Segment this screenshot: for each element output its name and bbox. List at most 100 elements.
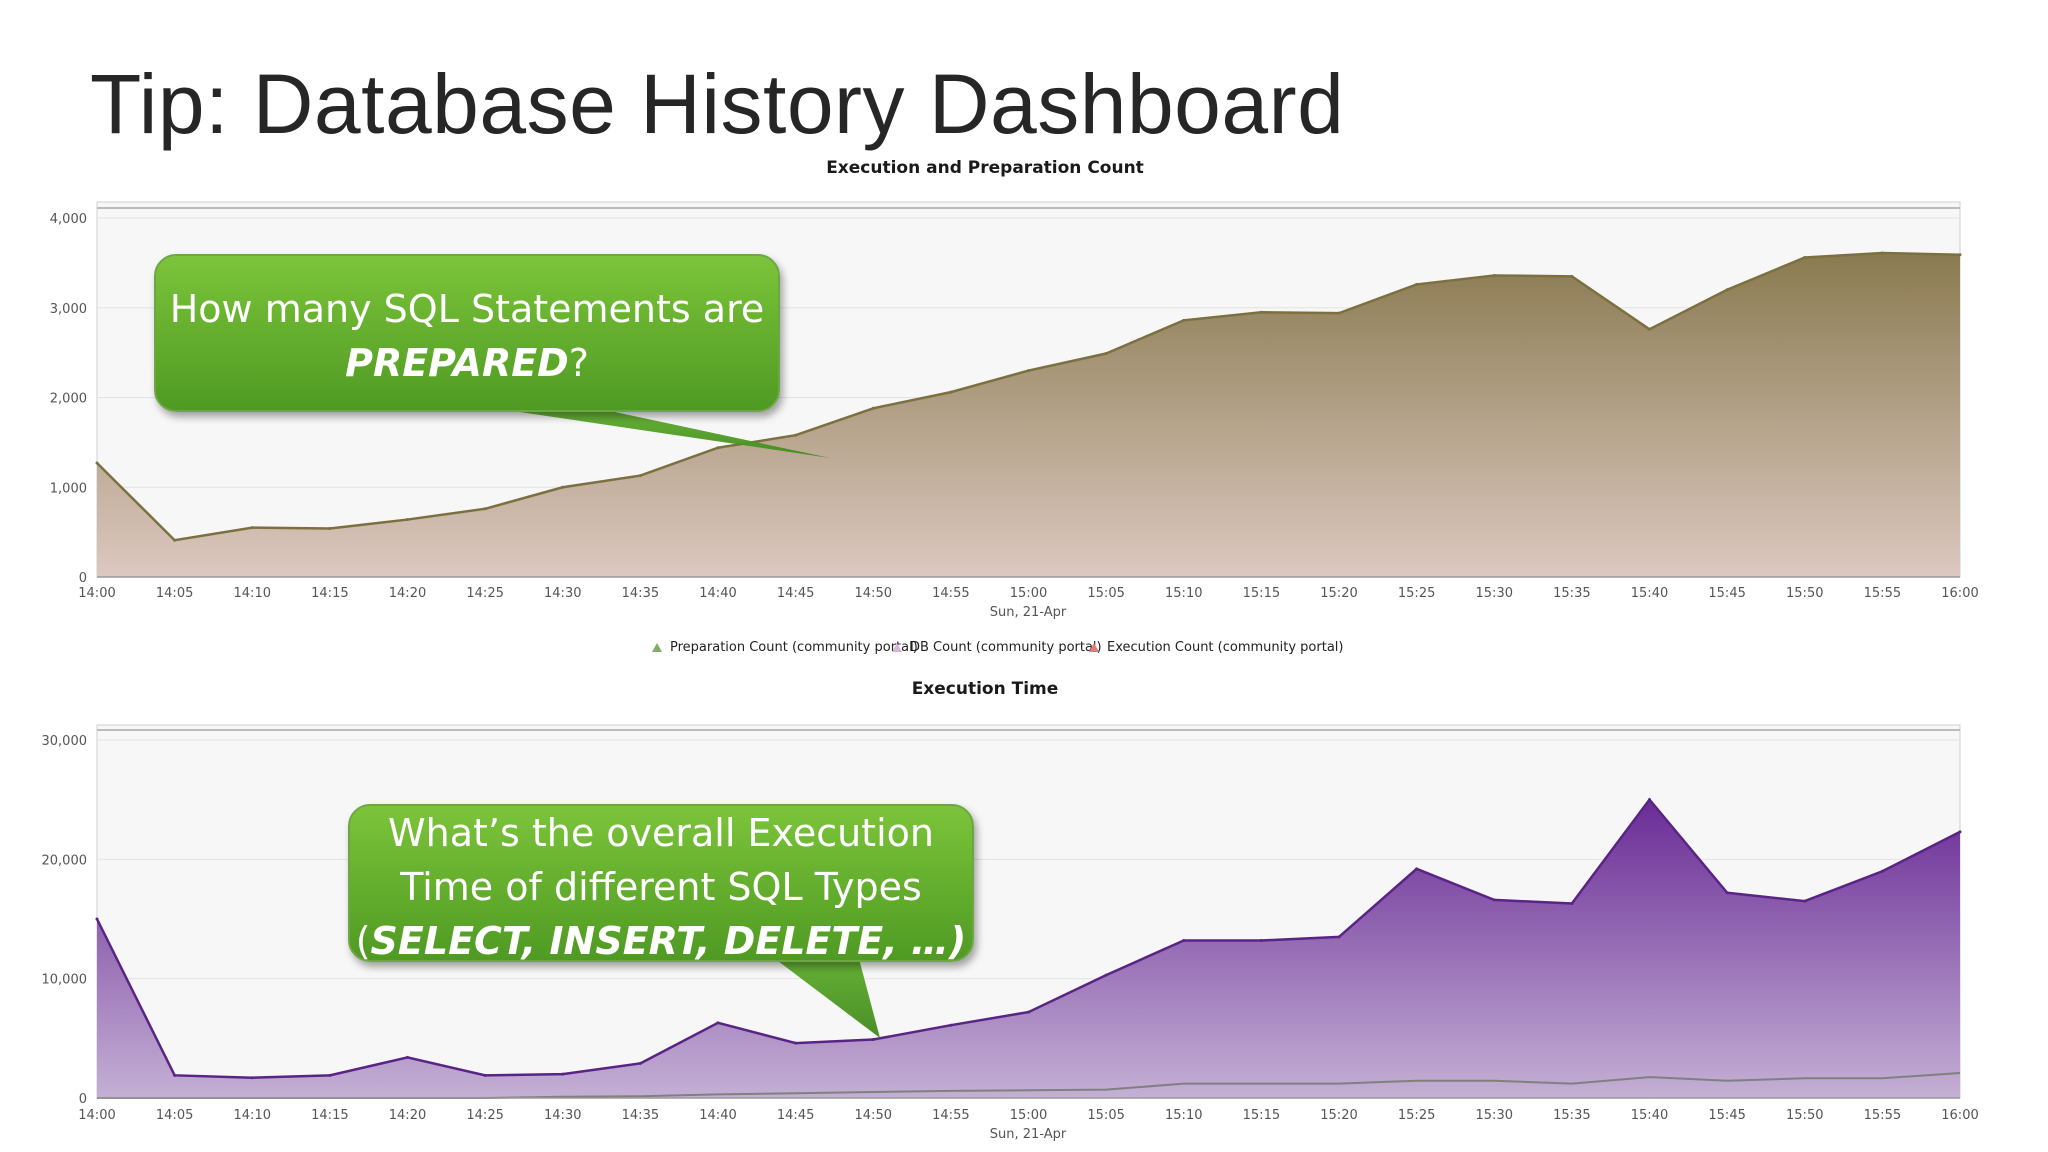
x-tick-label: 14:25 [466,586,503,601]
legend-item: Preparation Count (community portal) [652,640,918,655]
data-point [1880,869,1884,873]
x-tick-label: 15:30 [1476,586,1513,601]
chart-title: Execution Time [912,679,1059,699]
x-tick-label: 14:35 [622,1108,659,1123]
x-tick-label: 14:30 [544,586,581,601]
data-point [95,461,99,465]
data-point [1958,830,1962,834]
legend-item: DB Count (community portal) [892,640,1102,655]
x-tick-label: 14:10 [234,1108,271,1123]
execution-time-chart: Execution Time 0 10,000 20,000 30,000 14:00 14… [0,670,2048,1152]
data-point [1648,327,1651,331]
x-tick-label: 15:55 [1864,1108,1901,1123]
y-tick-label: 1,000 [50,481,87,496]
x-tick-label: 14:40 [699,586,736,601]
data-point [1415,867,1419,871]
data-point [794,1041,798,1045]
data-point [1492,898,1496,902]
data-point [250,1076,254,1080]
x-tick-label: 14:05 [156,586,193,601]
x-tick-label: 15:10 [1165,1108,1202,1123]
x-tick-label: 15:40 [1631,586,1668,601]
x-tick-label: 15:30 [1476,1108,1513,1123]
x-tick-label: 14:40 [699,1108,736,1123]
data-point [1027,369,1030,373]
x-tick-label: 15:45 [1708,586,1745,601]
legend-marker [1089,643,1099,652]
x-tick-label: 15:35 [1553,586,1590,601]
x-tick-label: 14:45 [777,1108,814,1123]
data-point [406,518,409,522]
slide-title: Tip: Database History Dashboard [90,57,1345,151]
callout-execution-time: What’s the overall Execution Time of dif… [348,804,974,963]
data-point [716,446,720,450]
series-area [97,799,1960,1098]
data-point [638,474,642,478]
data-point [406,1055,409,1059]
data-point [1259,938,1263,942]
y-tick-label: 3,000 [50,302,87,317]
x-tick-label: 15:50 [1786,1108,1823,1123]
data-point [1104,352,1108,356]
data-point [1803,899,1807,903]
data-point [871,406,875,410]
data-point [1648,798,1651,802]
data-point [794,433,798,437]
legend-marker [652,643,662,652]
callout-prepared-bold: PREPARED [345,341,569,385]
x-tick-label: 14:50 [855,1108,892,1123]
data-point [949,1023,953,1027]
y-tick-label: 0 [79,1092,87,1107]
x-tick-label: 15:35 [1553,1108,1590,1123]
callout-execution-open: ( [355,919,371,963]
x-tick-label: 15:00 [1010,586,1047,601]
x-tick-label: 15:45 [1708,1108,1745,1123]
data-point [1725,891,1729,895]
data-point [1259,310,1263,314]
x-tick-label: 15:55 [1864,586,1901,601]
x-tick-label: 15:25 [1398,586,1435,601]
callout-prepared-tail: ? [568,341,589,385]
series-area [97,253,1960,577]
x-tick-label: 14:00 [78,586,115,601]
legend-label: Execution Count (community portal) [1107,640,1343,655]
y-tick-label: 10,000 [42,973,88,988]
x-tick-label: 14:55 [932,1108,969,1123]
data-point [250,526,254,530]
x-tick-label: 14:00 [78,1108,115,1123]
x-tick-label: 14:05 [156,1108,193,1123]
data-point [1725,288,1729,292]
x-tick-label: 14:45 [777,586,814,601]
x-tick-label: 15:00 [1010,1108,1047,1123]
y-tick-label: 30,000 [42,734,88,749]
x-date-label: Sun, 21-Apr [990,1127,1067,1142]
callout-pointer-execution-time [770,955,880,1038]
x-tick-label: 14:25 [466,1108,503,1123]
x-tick-label: 15:05 [1087,586,1124,601]
legend-item: Execution Count (community portal) [1089,640,1343,655]
x-tick-label: 14:30 [544,1108,581,1123]
y-tick-label: 2,000 [50,392,87,407]
data-point [328,527,332,531]
x-tick-label: 14:10 [234,586,271,601]
x-tick-label: 16:00 [1941,1108,1978,1123]
y-tick-label: 4,000 [50,212,87,227]
x-tick-label: 15:15 [1243,586,1280,601]
data-point [95,917,99,921]
x-tick-label: 15:50 [1786,586,1823,601]
data-point [173,538,177,542]
data-point [561,485,565,489]
data-point [949,390,953,394]
data-point [1958,253,1962,257]
y-tick-label: 20,000 [42,853,88,868]
data-point [1337,935,1341,939]
data-point [1570,274,1574,278]
data-point [1570,901,1574,905]
legend-label: Preparation Count (community portal) [670,640,918,655]
x-tick-label: 14:50 [855,586,892,601]
data-point [1880,251,1884,255]
data-point [1492,273,1496,277]
data-point [1104,973,1108,977]
data-point [173,1073,177,1077]
